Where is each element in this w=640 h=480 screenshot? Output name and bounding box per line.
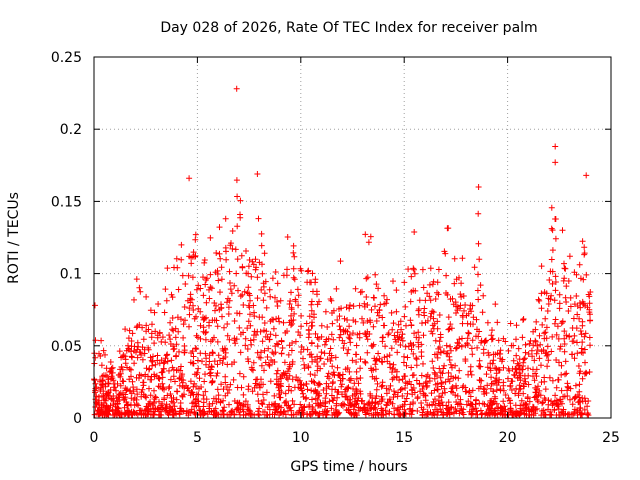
y-tick-label: 0 bbox=[73, 411, 82, 427]
x-tick-label: 10 bbox=[292, 430, 310, 446]
y-tick-label: 0.2 bbox=[60, 122, 82, 138]
y-axis-label: ROTI / TECUs bbox=[6, 192, 22, 284]
roti-points bbox=[91, 85, 594, 419]
axis-ticks: 0 5 10 15 20 25 0 0.05 0.1 0.15 0.2 0.25 bbox=[51, 50, 620, 446]
x-tick-label: 15 bbox=[395, 430, 413, 446]
x-tick-label: 25 bbox=[602, 430, 620, 446]
chart-title: Day 028 of 2026, Rate Of TEC Index for r… bbox=[160, 20, 537, 36]
x-axis-label: GPS time / hours bbox=[290, 459, 407, 475]
y-tick-label: 0.25 bbox=[51, 50, 82, 66]
x-tick-label: 0 bbox=[90, 430, 99, 446]
grid-lines bbox=[94, 57, 611, 418]
roti-point-markers bbox=[91, 85, 594, 419]
y-tick-label: 0.15 bbox=[51, 194, 82, 210]
y-tick-label: 0.05 bbox=[51, 339, 82, 355]
y-tick-label: 0.1 bbox=[60, 267, 82, 283]
plot-frame bbox=[93, 56, 612, 419]
x-tick-label: 5 bbox=[193, 430, 202, 446]
x-tick-label: 20 bbox=[499, 430, 517, 446]
